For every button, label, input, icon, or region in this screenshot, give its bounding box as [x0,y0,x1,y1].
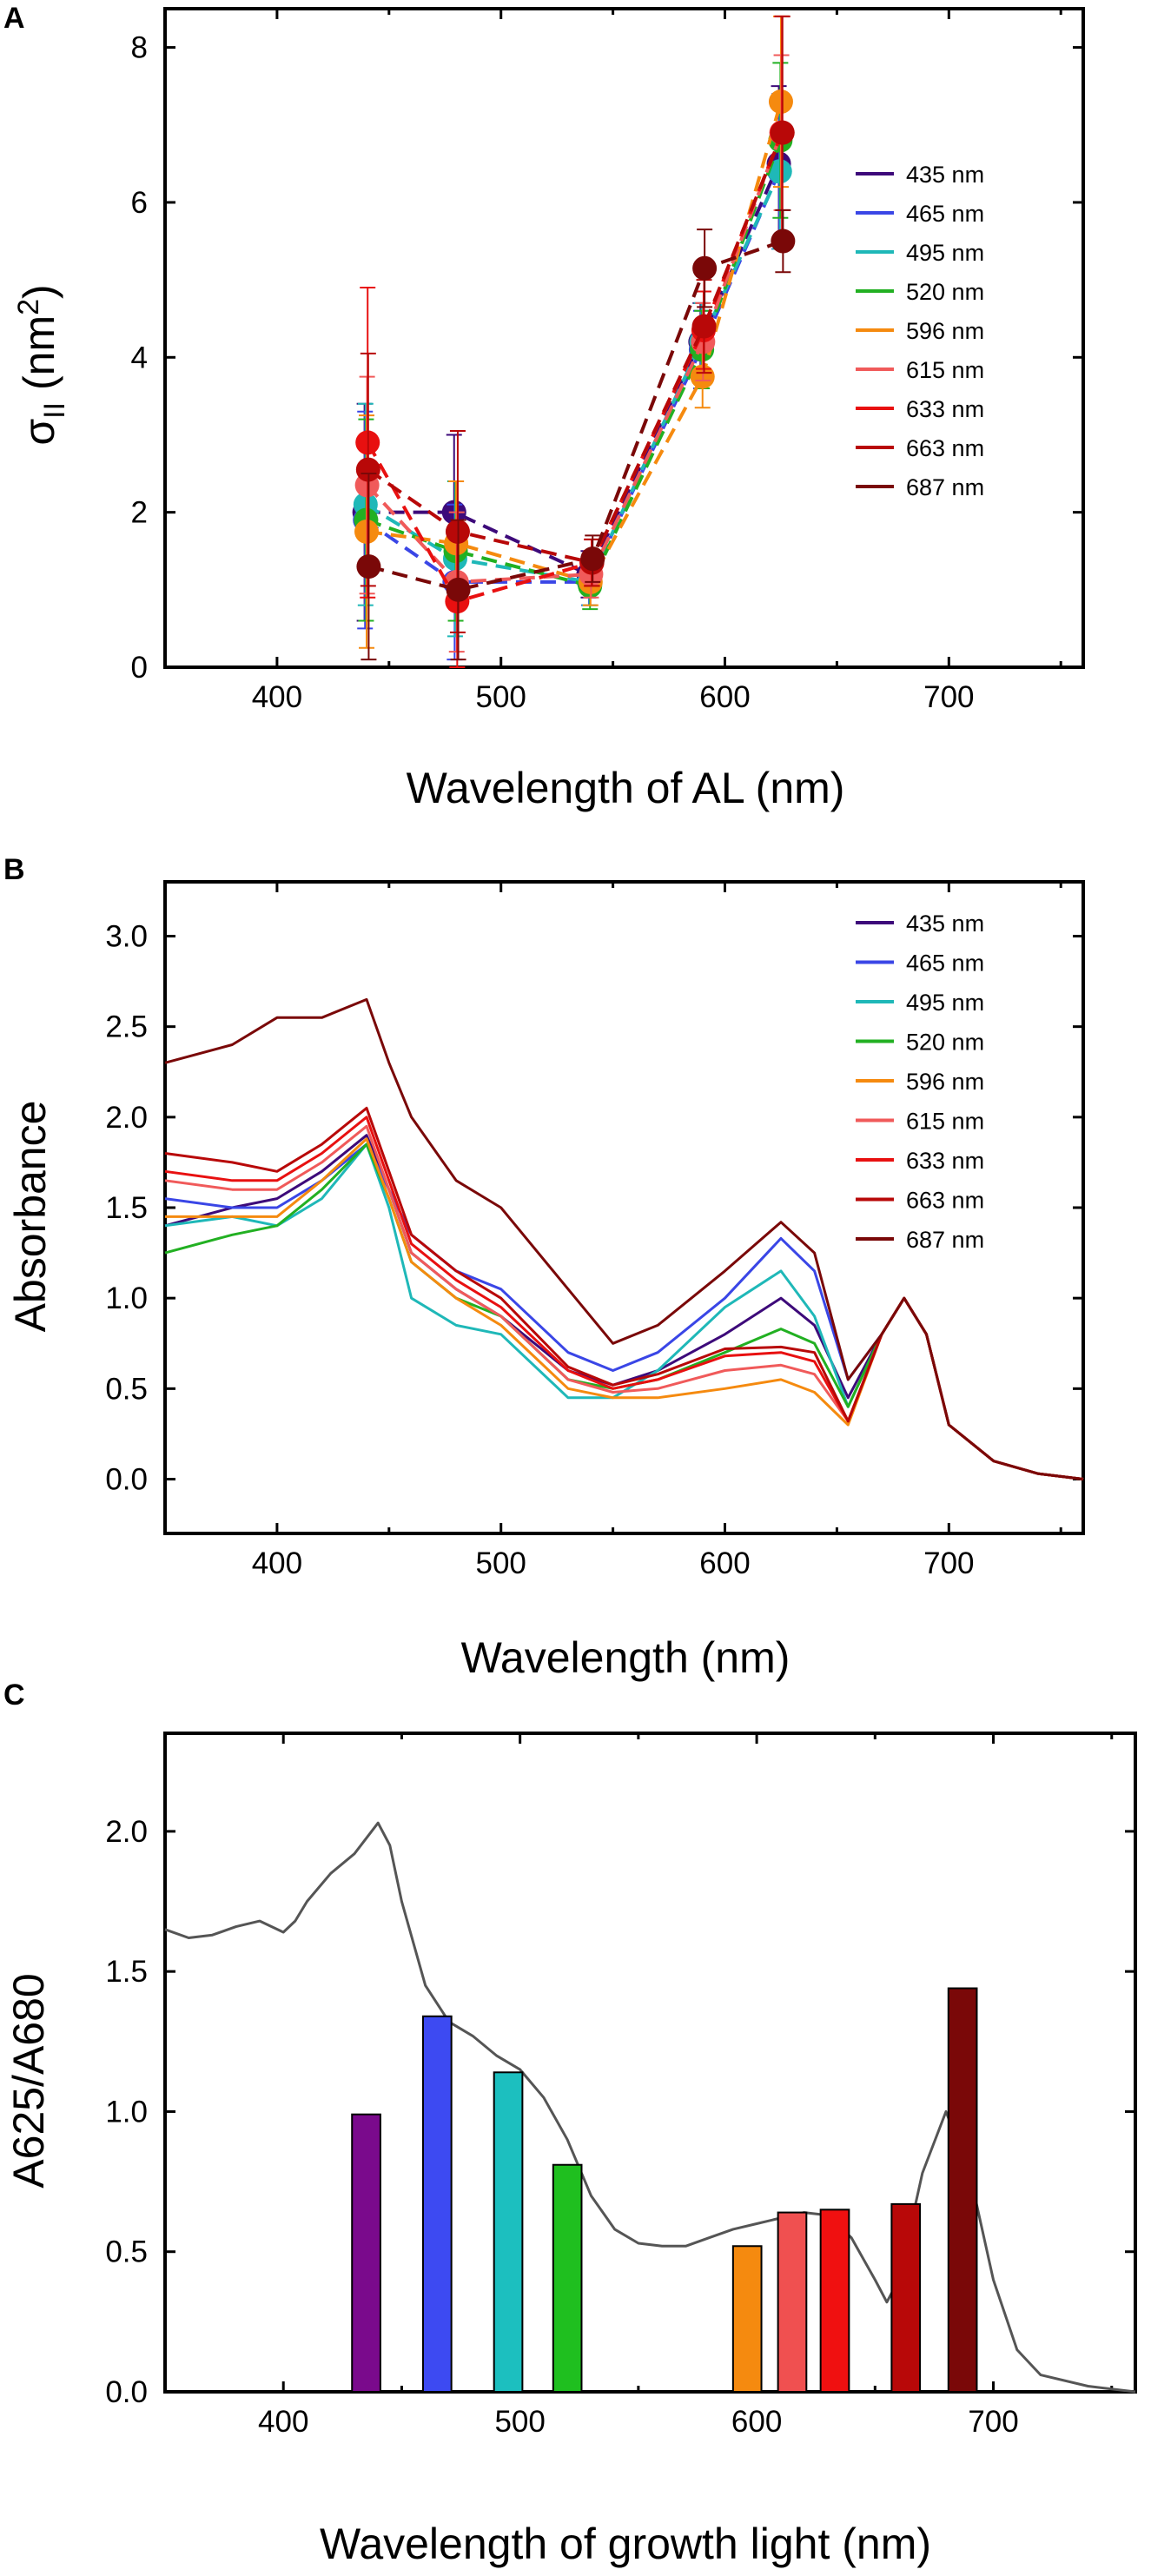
data-point [691,314,717,339]
bar [493,2071,524,2393]
x-tick-label: 700 [968,2405,1018,2439]
series-line [366,101,783,585]
spectrum-line [164,1821,1136,2394]
legend-label: 596 nm [906,318,984,344]
series [354,15,793,649]
panel-label-a: A [3,2,25,35]
y-tick-label: 4 [131,341,148,374]
series [356,209,796,661]
x-tick-label: 400 [252,1546,302,1580]
legend-label: 663 nm [906,1188,984,1214]
series-line [367,131,784,565]
y-tick-label: 2.5 [105,1010,148,1044]
x-axis-title: Wavelength of AL (nm) [407,764,845,812]
data-point [770,120,795,145]
series [353,93,792,638]
y-tick-label: 8 [131,31,148,65]
legend-label: 520 nm [906,279,984,305]
series [354,54,794,653]
x-tick-label: 600 [699,680,750,714]
legend-label: 615 nm [906,357,984,383]
x-tick-label: 600 [731,2405,782,2439]
x-tick-label: 500 [476,680,526,714]
legend-label: 520 nm [906,1030,984,1056]
x-tick-label: 700 [923,680,974,714]
legend-label: 687 nm [906,474,984,500]
y-tick-label: 2.0 [105,1101,148,1135]
y-axis-title: σII (nm2) [12,284,71,445]
bar [890,2202,922,2394]
y-tick-label: 2 [131,496,148,530]
legend-label: 633 nm [906,396,984,422]
legend-label: 495 nm [906,240,984,266]
data-point [446,577,471,602]
data-point [692,255,718,281]
y-tick-label: 0 [131,651,148,685]
x-tick-label: 600 [699,1546,750,1580]
panel-c: C 400 500 600 700 0.0 0.5 1.0 1.5 2.0 Wavelength… [3,1679,1137,2568]
legend-label: 633 nm [906,1148,984,1174]
data-point [580,546,605,572]
data-point [356,554,381,579]
legend-label: 465 nm [906,201,984,227]
legend-label: 663 nm [906,435,984,461]
data-point [771,228,796,254]
series-line [366,131,784,604]
series-line [364,170,782,585]
y-axis-title: A625/A680 [4,1973,53,2188]
y-tick-label: 1.0 [105,2095,148,2129]
bar [552,2163,583,2394]
y-tick-label: 0.5 [105,2235,148,2269]
bar [947,1987,978,2394]
panel-b: B 400 500 600 700 0.0 0.5 1.0 1.5 2.0 2.5 3.0 435 n… [3,853,1085,1682]
legend-label: 435 nm [906,911,984,937]
y-tick-label: 0.5 [105,1372,148,1406]
y-axis-title: Absorbance [6,1101,55,1333]
bar [421,2015,453,2394]
panel-label-b: B [3,853,25,886]
series-line [364,162,781,577]
y-tick-label: 1.0 [105,1281,148,1315]
legend-label: 615 nm [906,1109,984,1135]
x-axis-title: Wavelength of growth light (nm) [320,2520,931,2568]
series-line [164,997,1084,1480]
y-tick-label: 6 [131,186,148,220]
legend-label: 495 nm [906,990,984,1016]
series-line [164,1124,1084,1480]
panel-a: A 400 500 600 700 0 2 4 6 8 435 nm 465 nm 495 nm 520… [3,2,1085,812]
legend-label: 465 nm [906,950,984,977]
series-line [365,139,783,588]
y-tick-label: 3.0 [105,920,148,954]
plot-frame [163,1732,1137,2394]
legend-label: 687 nm [906,1227,984,1253]
x-axis-title: Wavelength (nm) [461,1633,790,1682]
plot-frame [163,7,1085,669]
y-tick-label: 2.0 [105,1815,148,1849]
y-tick-label: 1.5 [105,1955,148,1989]
legend-label: 596 nm [906,1069,984,1095]
panel-label-c: C [3,1679,25,1712]
bar [777,2211,808,2393]
x-tick-label: 500 [494,2405,545,2439]
y-tick-label: 0.0 [105,1463,148,1497]
x-tick-label: 400 [258,2405,308,2439]
x-tick-label: 400 [252,680,302,714]
legend-label: 435 nm [906,162,984,188]
x-tick-label: 500 [476,1546,526,1580]
bar [731,2245,763,2394]
bar [819,2208,850,2393]
x-tick-label: 700 [923,1546,974,1580]
y-tick-label: 1.5 [105,1191,148,1225]
series-line [364,170,781,584]
bar [351,2113,381,2394]
y-tick-label: 0.0 [105,2375,148,2409]
data-point [355,457,380,482]
series-line [366,131,784,584]
